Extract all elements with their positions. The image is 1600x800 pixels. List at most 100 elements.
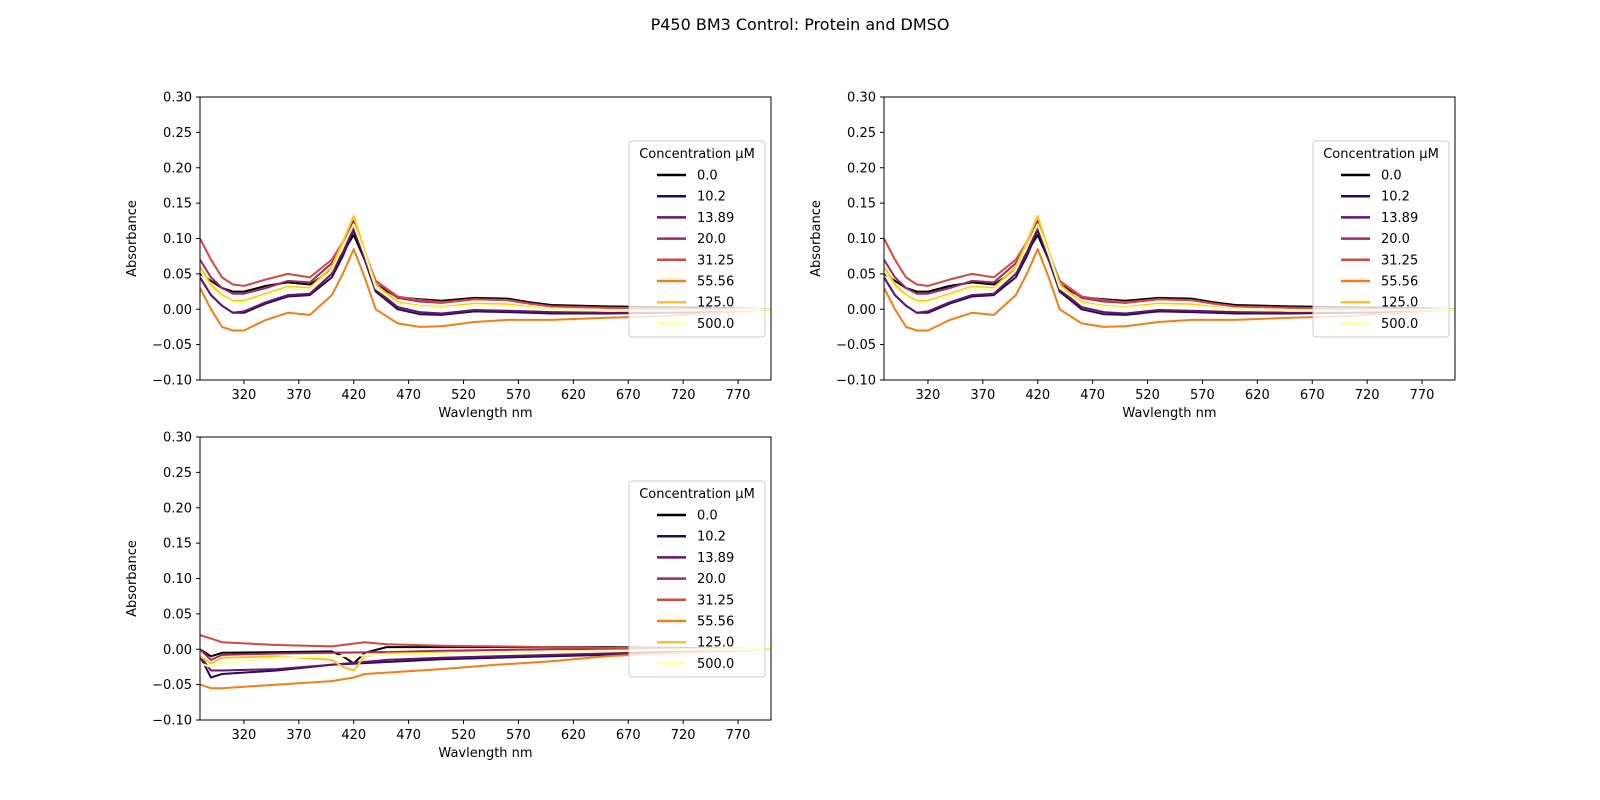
y-tick-label: 0.30 <box>163 431 192 446</box>
x-tick-label: 370 <box>286 728 311 743</box>
y-tick-label: 0.00 <box>163 303 192 318</box>
plot-area <box>200 214 771 332</box>
legend-entry-label: 31.25 <box>1381 253 1418 268</box>
y-tick-label: 0.30 <box>847 91 876 106</box>
y-tick-label: 0.05 <box>163 607 192 622</box>
y-tick-label: 0.10 <box>163 232 192 247</box>
x-tick-label: 420 <box>341 728 366 743</box>
x-tick-label: 770 <box>726 728 751 743</box>
legend-entry-label: 20.0 <box>1381 232 1410 247</box>
y-tick-label: 0.10 <box>163 572 192 587</box>
x-tick-label: 720 <box>671 728 696 743</box>
x-tick-label: 470 <box>396 388 421 403</box>
x-tick-label: 670 <box>616 388 641 403</box>
legend-entry-label: 31.25 <box>697 253 734 268</box>
legend-entry-label: 500.0 <box>1381 317 1418 332</box>
x-tick-label: 570 <box>1190 388 1215 403</box>
y-tick-label: 0.10 <box>847 232 876 247</box>
x-tick-label: 570 <box>506 388 531 403</box>
legend-entry-label: 55.56 <box>1381 275 1418 290</box>
legend-box <box>628 140 766 338</box>
legend-title: Concentration µM <box>639 487 755 502</box>
y-tick-label: 0.00 <box>847 303 876 318</box>
x-tick-label: 520 <box>451 388 476 403</box>
x-axis-label: Wavlength nm <box>438 406 532 421</box>
series-line-500-0 <box>200 223 771 312</box>
series-line-55-56 <box>200 248 771 332</box>
x-tick-label: 770 <box>726 388 751 403</box>
y-tick-label: 0.30 <box>163 91 192 106</box>
y-tick-label: 0.00 <box>163 643 192 658</box>
plot-area <box>884 214 1455 332</box>
y-tick-label: 0.25 <box>163 126 192 141</box>
legend-entry-label: 55.56 <box>697 275 734 290</box>
legend: Concentration µM 0.0 10.2 13.89 20.0 31.25 55.… <box>628 480 766 678</box>
legend-entry-label: 0.0 <box>697 509 718 524</box>
x-tick-label: 470 <box>1080 388 1105 403</box>
panel-3: 320 370 420 470 520 570 620 670 720 770 −0.10 −0.05… <box>125 431 772 761</box>
y-tick-label: −0.10 <box>152 714 192 729</box>
x-tick-label: 670 <box>1300 388 1325 403</box>
y-tick-label: −0.10 <box>152 374 192 389</box>
x-tick-label: 320 <box>232 728 257 743</box>
legend: Concentration µM 0.0 10.2 13.89 20.0 31.25 55.… <box>628 140 766 338</box>
legend-box <box>1312 140 1450 338</box>
series-line-500-0 <box>884 223 1455 312</box>
x-tick-label: 620 <box>561 728 586 743</box>
legend-entry-label: 13.89 <box>697 551 734 566</box>
legend-entry-label: 20.0 <box>697 572 726 587</box>
y-tick-label: −0.05 <box>836 338 876 353</box>
figure-title: P450 BM3 Control: Protein and DMSO <box>651 15 950 34</box>
x-tick-label: 620 <box>561 388 586 403</box>
x-tick-label: 770 <box>1410 388 1435 403</box>
y-tick-label: −0.05 <box>152 678 192 693</box>
legend-entry-label: 10.2 <box>697 190 726 205</box>
legend-entry-label: 0.0 <box>697 169 718 184</box>
x-tick-label: 520 <box>451 728 476 743</box>
y-tick-label: 0.15 <box>163 537 192 552</box>
y-tick-label: 0.15 <box>163 197 192 212</box>
x-axis-label: Wavlength nm <box>1122 406 1216 421</box>
legend-entry-label: 10.2 <box>697 530 726 545</box>
x-tick-label: 420 <box>1025 388 1050 403</box>
x-tick-label: 720 <box>1355 388 1380 403</box>
x-tick-label: 370 <box>286 388 311 403</box>
series-line-55-56 <box>884 248 1455 332</box>
y-axis-label: Absorbance <box>809 200 824 277</box>
legend-title: Concentration µM <box>1323 147 1439 162</box>
x-tick-label: 370 <box>970 388 995 403</box>
y-axis-label: Absorbance <box>125 200 140 277</box>
y-tick-label: 0.25 <box>847 126 876 141</box>
legend-entry-label: 125.0 <box>1381 296 1418 311</box>
legend-entry-label: 125.0 <box>697 296 734 311</box>
y-tick-label: 0.15 <box>847 197 876 212</box>
y-tick-label: 0.05 <box>847 267 876 282</box>
x-tick-label: 420 <box>341 388 366 403</box>
legend-entry-label: 0.0 <box>1381 169 1402 184</box>
x-tick-label: 570 <box>506 728 531 743</box>
x-tick-label: 720 <box>671 388 696 403</box>
legend-entry-label: 13.89 <box>697 211 734 226</box>
y-tick-label: −0.05 <box>152 338 192 353</box>
legend-title: Concentration µM <box>639 147 755 162</box>
y-tick-label: 0.20 <box>847 161 876 176</box>
x-axis-label: Wavlength nm <box>438 746 532 761</box>
legend: Concentration µM 0.0 10.2 13.89 20.0 31.25 55.… <box>1312 140 1450 338</box>
x-tick-label: 320 <box>232 388 257 403</box>
legend-entry-label: 20.0 <box>697 232 726 247</box>
y-tick-label: −0.10 <box>836 374 876 389</box>
x-tick-label: 520 <box>1135 388 1160 403</box>
x-tick-label: 470 <box>396 728 421 743</box>
x-tick-label: 320 <box>916 388 941 403</box>
y-tick-label: 0.20 <box>163 161 192 176</box>
legend-box <box>628 480 766 678</box>
legend-entry-label: 13.89 <box>1381 211 1418 226</box>
panel-2: 320 370 420 470 520 570 620 670 720 770 −0.10 −0.05… <box>809 91 1456 421</box>
y-tick-label: 0.20 <box>163 501 192 516</box>
x-tick-label: 620 <box>1245 388 1270 403</box>
x-tick-label: 670 <box>616 728 641 743</box>
legend-entry-label: 10.2 <box>1381 190 1410 205</box>
panel-1: 320 370 420 470 520 570 620 670 720 770 −0.10 −0.05… <box>125 91 772 421</box>
